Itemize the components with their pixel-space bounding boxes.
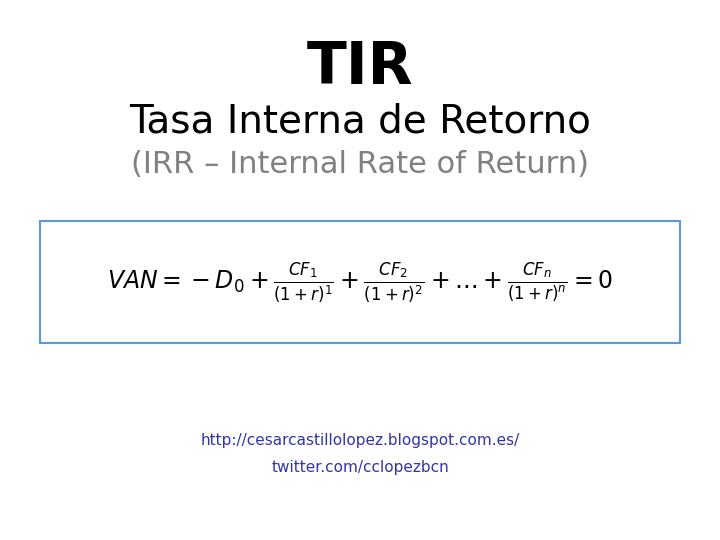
Text: TIR: TIR xyxy=(307,39,413,96)
Text: http://cesarcastillolopez.blogspot.com.es/: http://cesarcastillolopez.blogspot.com.e… xyxy=(200,433,520,448)
FancyBboxPatch shape xyxy=(40,221,680,343)
Text: (IRR – Internal Rate of Return): (IRR – Internal Rate of Return) xyxy=(131,150,589,179)
Text: Tasa Interna de Retorno: Tasa Interna de Retorno xyxy=(129,103,591,140)
Text: twitter.com/cclopezbcn: twitter.com/cclopezbcn xyxy=(271,460,449,475)
Text: $\mathit{VAN} = -D_0 + \frac{CF_1}{(1+r)^{1}} + \frac{CF_2}{(1+r)^{2}} + \ldots : $\mathit{VAN} = -D_0 + \frac{CF_1}{(1+r)… xyxy=(107,260,613,305)
